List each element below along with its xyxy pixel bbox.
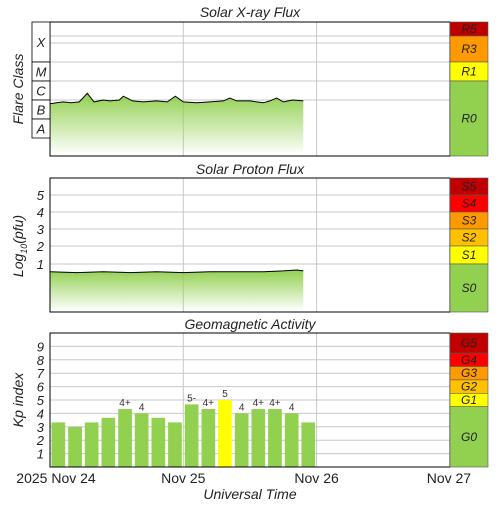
proton-tick-label: 3 (37, 222, 45, 237)
proton-flux-fill (50, 270, 304, 311)
proton-flux-area (49, 269, 304, 311)
x-tick-label: 2025 Nov 24 (16, 470, 96, 486)
flare-class-label: A (36, 122, 46, 137)
proton-gridlines (50, 178, 450, 312)
xray-flux-line (49, 92, 304, 105)
scale-box (449, 263, 489, 313)
kp-tick-label: 4 (37, 406, 44, 421)
scale-label: R5 (461, 22, 477, 36)
xray-flux-fill (50, 93, 304, 155)
geomag-ylabel: Kp index (10, 372, 26, 427)
scale-label: R3 (461, 42, 477, 56)
flare-class-box (31, 118, 51, 139)
x-tick-label: Nov 25 (161, 470, 206, 486)
x-tick-label: Nov 27 (427, 470, 472, 486)
kp-bar (84, 422, 99, 467)
kp-bar (301, 422, 316, 467)
kp-tick-label: 2 (36, 433, 45, 448)
scale-label: G2 (461, 380, 477, 394)
proton-tick-label: 5 (37, 188, 45, 203)
kp-tick-label: 1 (37, 447, 44, 462)
kp-bar-label: 4 (289, 402, 295, 413)
kp-bar (168, 422, 182, 467)
kp-bar (268, 409, 282, 467)
kp-bar-label: 5 (222, 389, 228, 400)
kp-bar-label: 4+ (119, 398, 131, 409)
scale-box (449, 80, 489, 157)
flare-class-label: X (36, 35, 47, 50)
scale-label: G4 (461, 353, 477, 367)
scale-box (449, 406, 489, 468)
scale-label: G3 (461, 366, 477, 380)
x-axis-label: Universal Time (203, 486, 296, 502)
kp-tick-label: 5 (37, 393, 45, 408)
scale-label: S0 (462, 281, 477, 295)
solar-radiation-scale: S5 S4 S3 S2 S1 S0 (449, 177, 489, 313)
geomag-gridlines (50, 333, 450, 467)
flare-class-label: B (37, 103, 46, 118)
scale-label: S3 (462, 214, 477, 228)
x-tick-label: Nov 26 (294, 470, 339, 486)
kp-bar-label: 4+ (253, 398, 265, 409)
kp-bar (251, 409, 266, 467)
kp-bar-label: 4+ (203, 398, 215, 409)
scale-label: S4 (462, 197, 477, 211)
kp-bar (51, 422, 66, 467)
proton-tick-label: 4 (37, 205, 44, 220)
kp-bar (118, 409, 132, 467)
proton-flux-line (49, 269, 304, 274)
flare-class-label: C (36, 84, 46, 99)
proton-title: Solar Proton Flux (196, 161, 305, 177)
kp-tick-label: 9 (37, 339, 44, 354)
xray-flux-area (49, 92, 304, 155)
scale-label: G5 (461, 336, 477, 350)
kp-bar-label: 4+ (269, 398, 281, 409)
kp-bar (184, 404, 199, 467)
flare-class-label: M (36, 65, 47, 80)
scale-label: R0 (461, 112, 477, 126)
kp-bar-label: 4 (239, 402, 245, 413)
scale-label: S5 (462, 180, 477, 194)
scale-label: R1 (461, 65, 476, 79)
kp-tick-label: 6 (37, 380, 45, 395)
kp-bar (68, 426, 82, 467)
xray-ylabel: Flare Class (10, 54, 26, 125)
kp-bar (134, 413, 149, 467)
kp-tick-label: 3 (37, 420, 45, 435)
scale-box (449, 35, 489, 63)
scale-label: S1 (462, 248, 477, 262)
kp-bars: 4+ 45- 4+54 4+ 4+ 4 (51, 389, 316, 467)
x-axis-ticks: 2025 Nov 24 Nov 25 Nov 26 Nov 27 (16, 470, 471, 486)
kp-bar-label: 4 (139, 402, 145, 413)
scale-label: G0 (461, 430, 477, 444)
kp-bar (101, 417, 116, 467)
kp-bar (234, 413, 249, 467)
scale-label: G1 (461, 393, 477, 407)
geomag-title: Geomagnetic Activity (185, 316, 317, 332)
kp-bar (151, 417, 166, 467)
radio-blackout-scale: R5 R3 R1 R0 (449, 21, 489, 157)
scale-label: S2 (462, 231, 477, 245)
proton-ylabel: Log10(pfu) (10, 215, 29, 277)
proton-tick-label: 2 (36, 239, 45, 254)
kp-tick-label: 7 (37, 366, 45, 381)
kp-bar (218, 400, 232, 467)
kp-bar (201, 409, 216, 467)
kp-bar-label: 5- (187, 393, 196, 404)
kp-bar (284, 413, 299, 467)
kp-tick-label: 8 (37, 353, 45, 368)
proton-tick-label: 1 (37, 257, 44, 272)
xray-title: Solar X-ray Flux (200, 4, 301, 20)
proton-y-ticks: 5 4 3 2 1 (36, 188, 45, 272)
